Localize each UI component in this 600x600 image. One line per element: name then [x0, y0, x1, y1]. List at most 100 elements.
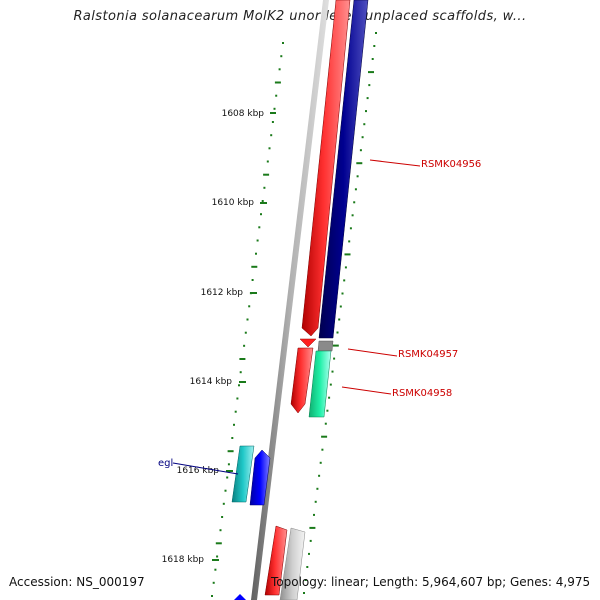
- gc-mark-inner: [215, 542, 222, 545]
- scale-label-1614: 1614 kbp: [190, 377, 233, 387]
- gc-mark-inner: [243, 344, 246, 347]
- gene-rsmk04957-forward[interactable]: [299, 338, 317, 348]
- callout-line-rsmk04957: [347, 348, 398, 357]
- gc-mark-inner: [212, 581, 215, 584]
- gene-rsmk04958[interactable]: [308, 350, 332, 418]
- gc-mark-inner: [280, 55, 283, 58]
- scale-label-1610: 1610 kbp: [212, 198, 255, 208]
- gc-mark-inner: [244, 331, 247, 334]
- gc-mark-inner: [246, 318, 249, 321]
- map-title: Ralstonia solanacearum MolK2 unordered u…: [73, 9, 527, 24]
- gc-mark-inner: [234, 410, 237, 413]
- gc-mark-inner: [221, 516, 224, 518]
- gc-mark-inner: [251, 265, 258, 268]
- gc-mark-inner: [251, 279, 254, 281]
- gc-mark-outer: [309, 526, 316, 529]
- gc-mark-inner: [266, 160, 269, 163]
- gene-label-egl[interactable]: egl: [158, 458, 173, 469]
- gc-mark-inner: [227, 463, 230, 466]
- gc-mark-outer: [356, 175, 359, 178]
- gene-rsmk04956[interactable]: [318, 0, 369, 339]
- gc-mark-outer: [306, 566, 309, 568]
- gc-mark-outer: [344, 253, 351, 256]
- scale-ruler: 1608 kbp 1610 kbp 1612 kbp 1614 kbp 1616…: [162, 109, 276, 565]
- gc-mark-outer: [361, 136, 364, 139]
- gc-mark-outer: [332, 344, 339, 347]
- gc-mark-inner: [271, 121, 274, 123]
- gc-mark-inner: [239, 358, 246, 360]
- gc-mark-outer: [343, 279, 346, 282]
- topology-info: Topology: linear; Length: 5,964,607 bp; …: [271, 575, 591, 589]
- gc-mark-outer: [356, 162, 363, 165]
- gc-mark-outer: [321, 448, 324, 451]
- gene-forward-red-2[interactable]: [290, 347, 314, 414]
- gc-mark-outer: [368, 71, 374, 74]
- gc-mark-inner: [226, 476, 229, 479]
- gc-mark-inner: [211, 595, 213, 597]
- gc-mark-outer: [366, 97, 369, 100]
- gc-mark-inner: [274, 81, 281, 84]
- gene-callouts: RSMK04956 RSMK04957 RSMK04958 egl: [158, 159, 481, 475]
- gc-content-marks-inner: [211, 42, 284, 597]
- gc-mark-inner: [258, 226, 261, 229]
- gc-mark-inner: [224, 489, 227, 492]
- callout-line-rsmk04956: [369, 159, 421, 167]
- gc-mark-inner: [214, 568, 217, 571]
- gc-mark-outer: [314, 500, 317, 503]
- gc-mark-outer: [354, 188, 357, 191]
- gc-mark-outer: [375, 32, 377, 34]
- backbone-track: [251, 0, 329, 600]
- gene-forward-red-3[interactable]: [264, 525, 288, 596]
- gc-mark-outer: [373, 45, 376, 47]
- gc-mark-inner: [227, 450, 234, 453]
- gc-mark-outer: [336, 331, 339, 334]
- gc-mark-inner: [273, 107, 276, 110]
- gc-mark-outer: [328, 396, 331, 399]
- gc-mark-inner: [263, 173, 270, 176]
- gene-label-rsmk04958[interactable]: RSMK04958: [392, 388, 452, 399]
- gc-mark-outer: [318, 474, 321, 477]
- gene-egl-blue[interactable]: [249, 449, 271, 506]
- gc-mark-inner: [238, 384, 240, 387]
- gc-mark-inner: [275, 94, 278, 97]
- gc-mark-outer: [329, 383, 332, 386]
- gc-mark-inner: [260, 213, 262, 216]
- gc-mark-outer: [309, 539, 312, 542]
- gc-mark-inner: [263, 186, 266, 189]
- scale-label-1616: 1616 kbp: [177, 466, 220, 476]
- gc-mark-outer: [326, 409, 329, 412]
- callout-line-rsmk04958: [341, 386, 392, 395]
- gc-mark-outer: [319, 461, 322, 464]
- gc-mark-outer: [344, 266, 347, 269]
- gc-mark-inner: [239, 371, 242, 374]
- gene-rsmk04957[interactable]: [317, 340, 334, 352]
- accession-info: Accession: NS_000197: [9, 575, 145, 589]
- gc-mark-outer: [331, 370, 334, 373]
- gc-mark-outer: [313, 513, 315, 516]
- gc-mark-outer: [368, 84, 371, 87]
- gc-mark-inner: [256, 239, 259, 242]
- gc-mark-inner: [231, 437, 234, 439]
- gc-mark-outer: [304, 579, 307, 581]
- gc-mark-inner: [278, 68, 281, 71]
- gene-grey-bottom[interactable]: [279, 527, 306, 600]
- scale-label-1618: 1618 kbp: [162, 555, 205, 565]
- gene-blue-bottom[interactable]: [234, 594, 246, 600]
- gc-mark-inner: [236, 397, 239, 400]
- gene-egl-teal[interactable]: [231, 445, 255, 503]
- gc-content-marks-outer: [303, 32, 377, 594]
- gc-mark-inner: [248, 305, 251, 308]
- gc-mark-outer: [333, 357, 336, 360]
- gene-label-rsmk04957[interactable]: RSMK04957: [398, 349, 458, 360]
- gc-mark-outer: [351, 214, 354, 217]
- gc-mark-outer: [359, 149, 362, 152]
- gc-mark-outer: [303, 592, 305, 594]
- gene-label-rsmk04956[interactable]: RSMK04956: [421, 159, 481, 170]
- gene-rsmk04956-forward[interactable]: [301, 0, 351, 337]
- gc-mark-outer: [338, 318, 341, 321]
- gc-mark-outer: [353, 201, 356, 204]
- gc-mark-inner: [261, 200, 264, 202]
- gc-mark-outer: [363, 123, 366, 126]
- gc-mark-inner: [216, 555, 219, 558]
